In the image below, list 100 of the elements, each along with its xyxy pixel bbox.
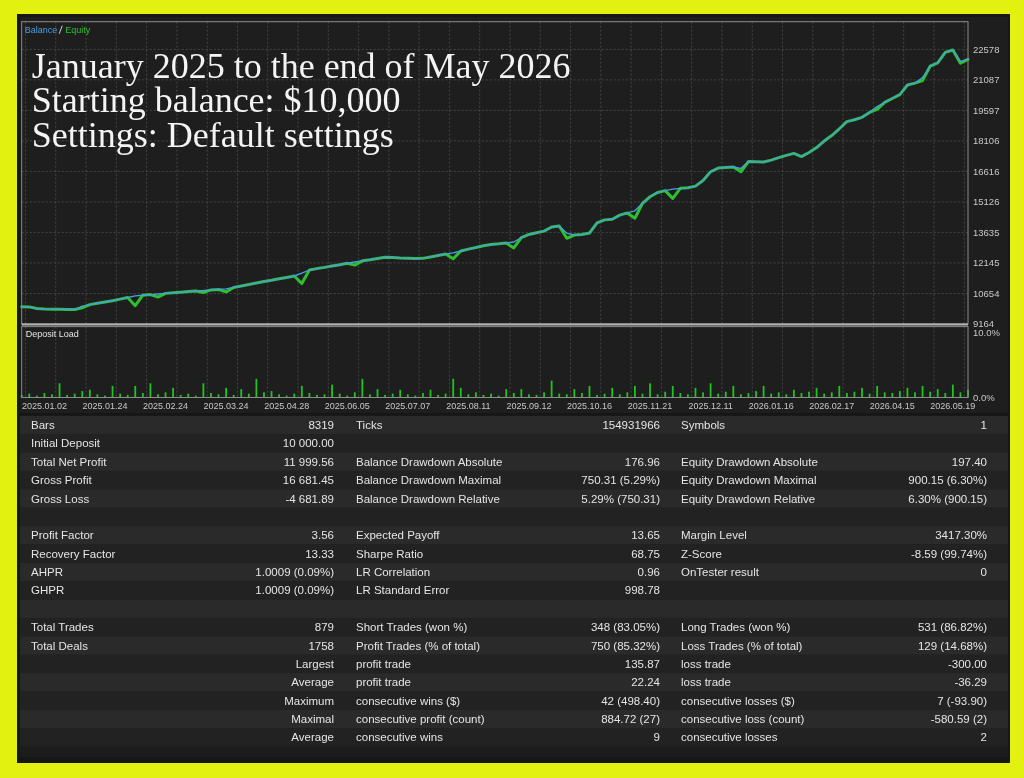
text: 1 [980, 419, 987, 432]
text: 13.65 [631, 529, 660, 542]
text: 5.29% (750.31) [581, 492, 661, 505]
y-tick-label: 16616 [973, 165, 1000, 177]
text: 154931966 [602, 419, 660, 432]
x-tick-label: 2025.01.02 [21, 400, 67, 411]
text: profit trade [356, 657, 411, 670]
text: -300.00 [947, 657, 987, 670]
x-tick-label: 2025.01.24 [82, 400, 128, 411]
text: 750 (85.32%) [590, 639, 661, 652]
text: -8.59 (99.74%) [910, 547, 988, 560]
y-tick-label: 10654 [973, 287, 1000, 299]
text: Largest [295, 657, 335, 670]
text: Equity Drawdown Relative [681, 492, 816, 505]
text: 11 999.56 [283, 455, 334, 468]
text: -580.59 (2) [930, 713, 988, 726]
text: Maximum [284, 694, 334, 707]
x-tick-label: 2025.06.05 [324, 400, 370, 411]
text: Expected Payoff [356, 529, 441, 542]
x-tick-label: 2025.12.11 [688, 400, 733, 411]
text: Profit Trades (% of total) [356, 639, 481, 652]
text: GHPR [31, 584, 65, 597]
text: Total Net Profit [31, 455, 108, 468]
text: Profit Factor [31, 529, 94, 542]
y-tick-label: 10.0% [973, 327, 1001, 339]
text: OnTester result [681, 566, 760, 579]
text: Equity [65, 24, 91, 35]
text: 16 681.45 [282, 474, 334, 487]
text: 900.15 (6.30%) [908, 474, 988, 487]
text: consecutive loss (count) [681, 713, 805, 726]
text: Maximal [291, 713, 334, 726]
text: Balance Drawdown Maximal [356, 474, 502, 487]
text: Bars [31, 419, 55, 432]
text: Z-Score [681, 547, 722, 560]
text: Ticks [356, 419, 383, 432]
text: -4 681.89 [285, 492, 334, 505]
text: Short Trades (won %) [356, 621, 468, 634]
text: Balance Drawdown Relative [356, 492, 500, 505]
text: Recovery Factor [31, 547, 116, 560]
text: 10 000.00 [282, 437, 334, 450]
text: Gross Profit [31, 474, 93, 487]
text: 0 [980, 566, 987, 579]
y-tick-label: 22578 [973, 43, 1000, 55]
text: Total Trades [31, 621, 94, 634]
x-tick-label: 2025.09.12 [506, 400, 552, 411]
text: 1758 [308, 639, 334, 652]
text: LR Standard Error [356, 584, 450, 597]
text: 348 (83.05%) [590, 621, 661, 634]
text: 3.56 [311, 529, 334, 542]
x-tick-label: 2025.10.16 [566, 400, 612, 411]
text: Loss Trades (% of total) [681, 639, 803, 652]
text: 8319 [308, 419, 334, 432]
text: 135.87 [624, 657, 660, 670]
y-tick-label: 19597 [973, 104, 1000, 116]
text: 129 (14.68%) [917, 639, 988, 652]
text: Symbols [681, 419, 726, 432]
text: Average [291, 676, 334, 689]
y-tick-label: 12145 [973, 257, 1000, 269]
x-tick-label: 2025.04.28 [264, 400, 310, 411]
text: loss trade [681, 676, 731, 689]
y-tick-label: 9164 [973, 318, 995, 330]
text: Gross Loss [31, 492, 90, 505]
text: 884.72 (27) [601, 713, 661, 726]
text: consecutive profit (count) [356, 713, 485, 726]
text: Long Trades (won %) [681, 621, 791, 634]
text: Equity Drawdown Absolute [681, 455, 818, 468]
x-tick-label: 2026.04.15 [869, 400, 915, 411]
text: Average [291, 731, 334, 744]
text: Balance [24, 24, 58, 35]
y-tick-label: 21087 [973, 74, 1000, 86]
x-tick-label: 2025.02.24 [143, 400, 189, 411]
x-tick-label: 2026.02.17 [809, 400, 855, 411]
text: 22.24 [631, 676, 661, 689]
text: 68.75 [631, 547, 660, 560]
x-tick-label: 2026.05.19 [930, 400, 976, 411]
text: consecutive losses ($) [681, 694, 795, 707]
y-tick-label: 15126 [973, 196, 1000, 208]
text: profit trade [356, 676, 411, 689]
text: AHPR [31, 566, 63, 579]
text: loss trade [681, 657, 731, 670]
text: 1.0009 (0.09%) [255, 584, 335, 597]
text: 42 (498.40) [601, 694, 661, 707]
text: 531 (86.82%) [917, 621, 988, 634]
y-tick-label: 0.0% [973, 391, 996, 403]
text: consecutive wins [356, 731, 444, 744]
text: Initial Deposit [31, 437, 101, 450]
text: 7 (-93.90) [937, 694, 988, 707]
x-tick-label: 2026.01.16 [748, 400, 794, 411]
text: consecutive wins ($) [356, 694, 461, 707]
text: Margin Level [681, 529, 747, 542]
text: LR Correlation [356, 566, 431, 579]
x-tick-label: 2025.11.21 [627, 400, 673, 411]
text: 3417.30% [935, 529, 987, 542]
text: 998.78 [624, 584, 660, 597]
text: Balance Drawdown Absolute [356, 455, 503, 468]
text: 197.40 [951, 455, 987, 468]
text: 13.33 [305, 547, 334, 560]
text: -36.29 [954, 676, 987, 689]
text: 2 [980, 731, 987, 744]
text: 1.0009 (0.09%) [255, 566, 335, 579]
